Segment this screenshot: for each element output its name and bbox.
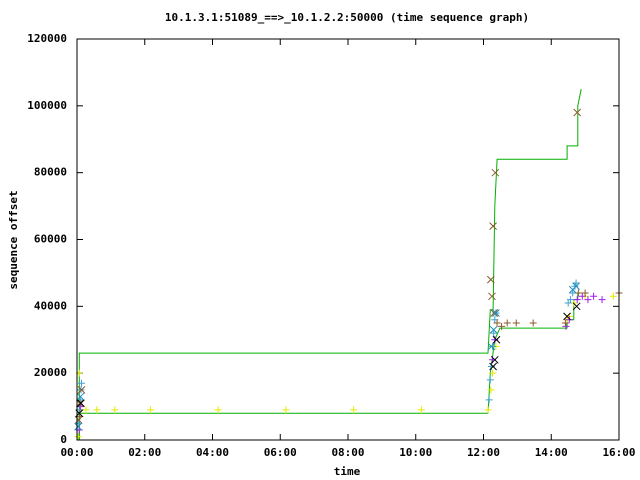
data-point [78,379,86,387]
y-tick-label: 80000 [34,166,67,179]
data-point [489,362,497,371]
data-point [77,399,85,408]
data-point [581,289,589,297]
data-point [503,319,511,327]
data-point [487,342,496,351]
data-point [490,355,499,364]
data-point [571,282,579,290]
data-point [590,292,598,300]
plot-border [76,38,620,441]
data-point [598,296,606,304]
data-point [572,282,580,291]
y-tick-label: 60000 [34,233,67,246]
data-point [490,309,499,317]
sequence-line [77,89,582,441]
data-point [111,406,119,414]
data-point [282,406,290,414]
data-point [493,319,501,327]
data-point [490,329,498,337]
data-point [563,312,571,321]
y-tick-label: 120000 [27,32,67,45]
data-point [512,319,520,327]
data-point [562,322,570,330]
x-tick-label: 04:00 [196,446,229,459]
chart-title: 10.1.3.1:51089_==>_10.1.2.2:50000 (time … [165,11,529,24]
x-tick-label: 14:00 [535,446,568,459]
data-point [561,319,569,327]
data-point [489,342,497,350]
data-point [584,296,592,304]
data-point [492,335,501,344]
data-point [486,376,494,384]
data-point [487,386,495,394]
data-point [74,416,83,424]
data-point [74,433,82,441]
data-point [489,325,498,334]
x-tick-label: 00:00 [60,446,93,459]
data-point [488,292,496,301]
x-tick-label: 02:00 [128,446,161,459]
data-point [566,296,574,304]
y-tick-label: 20000 [34,366,67,379]
data-point [486,275,495,284]
x-tick-label: 12:00 [467,446,500,459]
data-point [484,406,492,414]
y-tick-label: 0 [60,433,67,446]
data-point [77,386,86,394]
data-point [572,302,581,311]
y-tick-label: 40000 [34,299,67,312]
data-point [485,396,493,404]
data-point [573,108,582,117]
data-point [491,168,500,177]
data-point [492,309,500,317]
y-axis-label: sequence offset [7,190,20,289]
x-tick-label: 16:00 [602,446,635,459]
data-point [74,422,82,431]
data-point [489,369,497,377]
data-point [146,406,154,414]
data-point [498,322,506,330]
y-tick-label: 100000 [27,99,67,112]
x-tick-label: 06:00 [264,446,297,459]
data-point [529,319,537,327]
data-point [350,406,358,414]
data-point [417,406,425,414]
data-point [214,406,222,414]
data-point [76,392,85,401]
data-point [489,222,497,230]
data-point [93,406,101,414]
data-point [565,316,573,324]
x-tick-label: 10:00 [399,446,432,459]
data-point [82,406,90,414]
x-tick-label: 08:00 [331,446,364,459]
data-point [573,296,581,304]
x-axis-label: time [334,465,361,478]
data-point [572,279,580,287]
data-point [609,292,617,300]
